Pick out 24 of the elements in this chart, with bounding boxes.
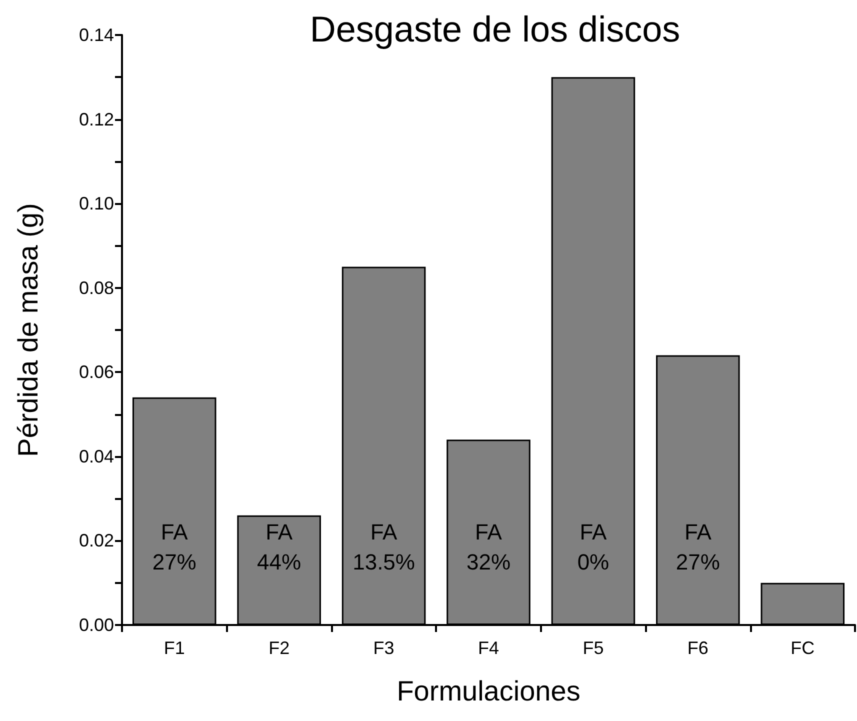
y-tick-label: 0.14 [78, 25, 114, 45]
y-tick-label: 0.06 [78, 362, 114, 382]
y-tick-label: 0.04 [78, 446, 114, 466]
x-axis-title: Formulaciones [396, 676, 580, 706]
chart-title: Desgaste de los discos [310, 8, 680, 50]
annotation: FA 44% [257, 520, 302, 574]
annotation: FA 27% [152, 520, 196, 574]
y-tick-label: 0.02 [78, 530, 114, 551]
annotation: FA 27% [676, 520, 720, 574]
x-tick-label: F6 [687, 638, 708, 658]
y-axis-title: Pérdida de masa (g) [12, 203, 44, 457]
x-tick-label: F4 [478, 638, 500, 658]
y-tick-label: 0.12 [78, 109, 114, 130]
annotation: FA 0% [577, 520, 610, 574]
y-tick-label: 0.00 [78, 615, 114, 635]
x-tick-label: FC [790, 638, 815, 658]
x-tick-label: F3 [373, 638, 394, 658]
y-tick-label: 0.10 [78, 194, 114, 214]
annotation: FA 13.5% [352, 520, 415, 574]
x-tick-label: F1 [164, 638, 185, 658]
x-tick-label: F5 [582, 638, 604, 658]
y-tick-label: 0.08 [78, 278, 114, 298]
annotation: FA 32% [466, 520, 511, 574]
x-tick-label: F2 [268, 638, 290, 658]
